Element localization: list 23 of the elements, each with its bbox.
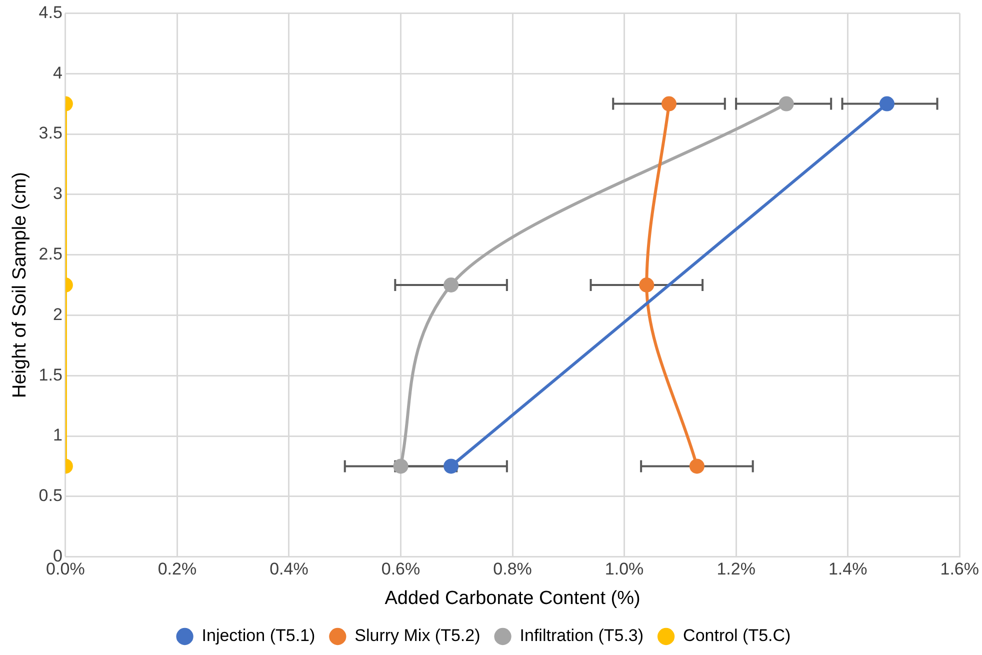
x-tick-label: 1.6%: [940, 560, 979, 579]
y-tick-label: 4.5: [38, 2, 62, 22]
legend-label: Slurry Mix (T5.2): [354, 626, 480, 646]
y-axis-title: Height of Soil Sample (cm): [10, 172, 31, 398]
legend-label: Infiltration (T5.3): [520, 626, 644, 646]
y-tick-label: 0.5: [38, 486, 62, 506]
x-tick-label: 1.2%: [716, 560, 756, 579]
y-tick-label: 3: [52, 184, 62, 204]
x-axis-title: Added Carbonate Content (%): [384, 588, 640, 609]
x-tick-label: 1.4%: [828, 560, 868, 579]
y-tick-label: 3.5: [38, 124, 62, 143]
x-tick-label: 0.8%: [493, 560, 532, 579]
y-tick-label: 2.5: [38, 244, 62, 264]
y-tick-label: 1.5: [38, 365, 62, 384]
x-tick-label: 0.4%: [270, 560, 308, 579]
x-tick-label: 1.0%: [604, 560, 644, 579]
y-tick-label: 2: [52, 304, 62, 324]
x-tick-label: 0.6%: [381, 560, 420, 579]
y-tick-label: 4: [52, 63, 62, 82]
y-tick-label: 1: [52, 426, 62, 445]
legend-label: Control (T5.C): [683, 626, 791, 646]
x-tick-label: 0.2%: [158, 560, 197, 579]
legend-label: Injection (T5.1): [202, 626, 316, 646]
